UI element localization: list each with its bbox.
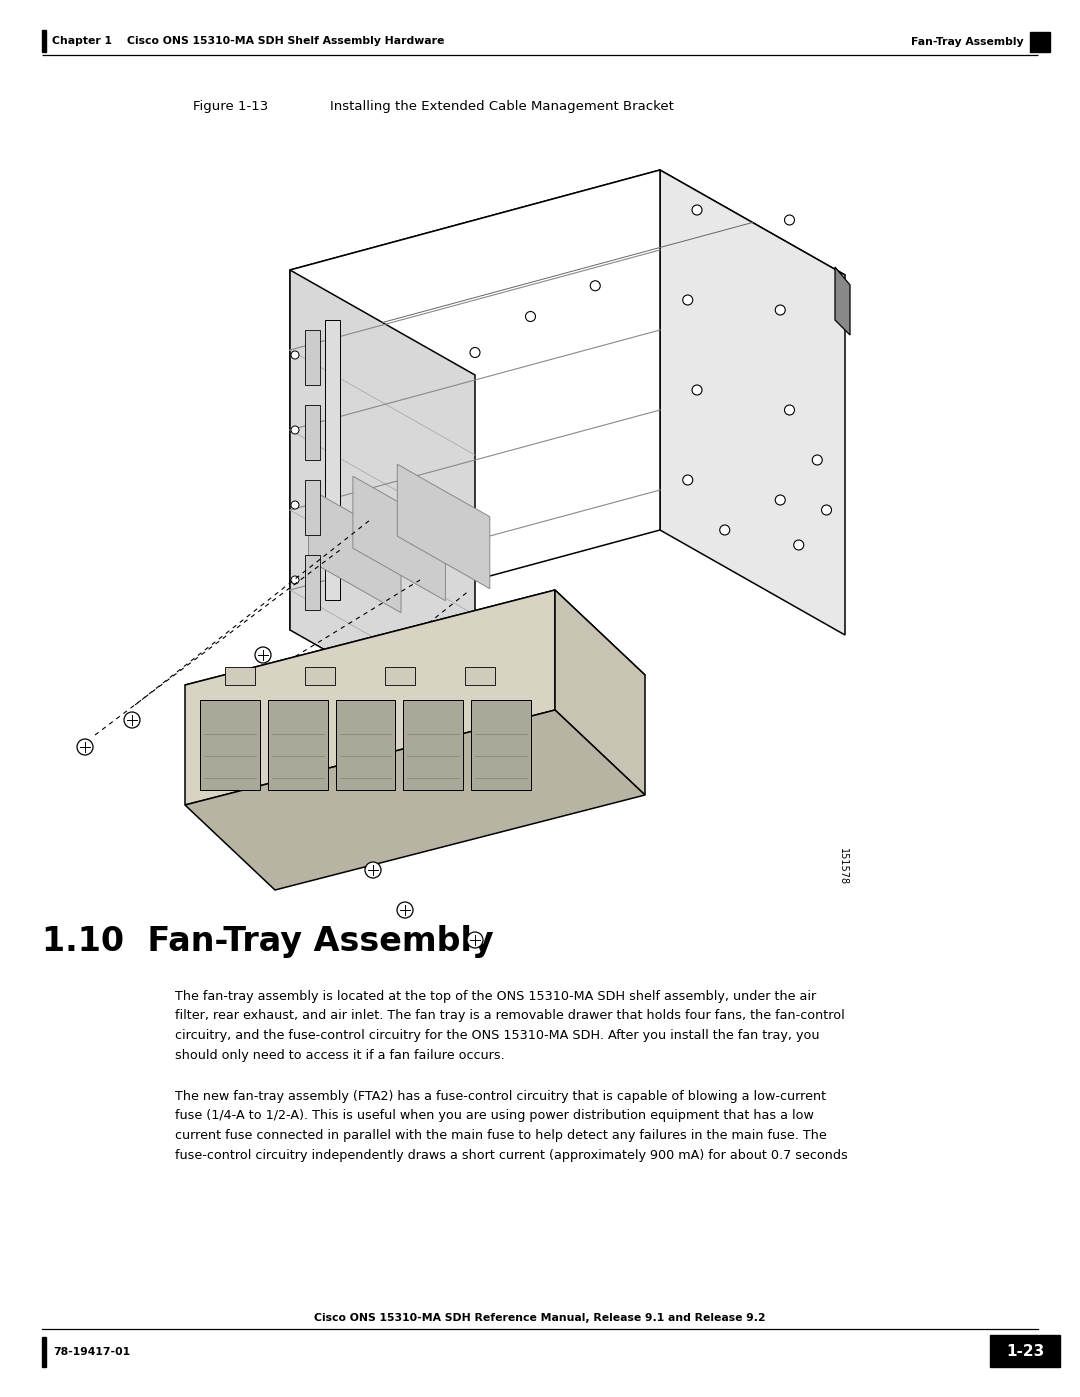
Circle shape	[784, 215, 795, 225]
Bar	[384, 666, 415, 685]
Circle shape	[291, 502, 299, 509]
Circle shape	[291, 426, 299, 434]
Text: 1.10  Fan-Tray Assembly: 1.10 Fan-Tray Assembly	[42, 925, 494, 958]
Polygon shape	[185, 710, 645, 890]
Polygon shape	[660, 170, 845, 636]
Text: The new fan-tray assembly (FTA2) has a fuse-control circuitry that is capable of: The new fan-tray assembly (FTA2) has a f…	[175, 1090, 826, 1104]
Circle shape	[470, 348, 480, 358]
Text: current fuse connected in parallel with the main fuse to help detect any failure: current fuse connected in parallel with …	[175, 1129, 827, 1141]
Text: 78-19417-01: 78-19417-01	[53, 1347, 130, 1356]
Circle shape	[683, 295, 692, 305]
Bar	[200, 700, 260, 789]
Bar	[42, 1337, 46, 1368]
Circle shape	[591, 281, 600, 291]
Bar	[465, 666, 495, 685]
Bar	[305, 666, 335, 685]
Text: The fan-tray assembly is located at the top of the ONS 15310-MA SDH shelf assemb: The fan-tray assembly is located at the …	[175, 990, 816, 1003]
Text: Chapter 1    Cisco ONS 15310-MA SDH Shelf Assembly Hardware: Chapter 1 Cisco ONS 15310-MA SDH Shelf A…	[52, 36, 444, 46]
Text: 151578: 151578	[838, 848, 848, 886]
Text: fuse-control circuitry independently draws a short current (approximately 900 mA: fuse-control circuitry independently dra…	[175, 1148, 848, 1161]
Bar	[305, 405, 320, 460]
Bar	[268, 700, 327, 789]
Text: Cisco ONS 15310-MA SDH Reference Manual, Release 9.1 and Release 9.2: Cisco ONS 15310-MA SDH Reference Manual,…	[314, 1313, 766, 1323]
Circle shape	[812, 455, 822, 465]
Bar	[305, 555, 320, 610]
Bar	[471, 700, 531, 789]
Polygon shape	[835, 267, 850, 335]
Circle shape	[683, 475, 692, 485]
Text: Installing the Extended Cable Management Bracket: Installing the Extended Cable Management…	[330, 101, 674, 113]
Text: circuitry, and the fuse-control circuitry for the ONS 15310-MA SDH. After you in: circuitry, and the fuse-control circuitr…	[175, 1030, 820, 1042]
Circle shape	[775, 495, 785, 504]
Circle shape	[255, 647, 271, 664]
Circle shape	[775, 305, 785, 314]
Polygon shape	[185, 590, 645, 770]
Circle shape	[77, 739, 93, 754]
Circle shape	[784, 405, 795, 415]
Bar	[305, 481, 320, 535]
Bar	[403, 700, 463, 789]
Circle shape	[467, 932, 483, 949]
Bar	[225, 666, 255, 685]
Polygon shape	[291, 170, 660, 630]
Polygon shape	[397, 464, 490, 588]
Polygon shape	[309, 488, 401, 613]
Text: fuse (1/4-A to 1/2-A). This is useful when you are using power distribution equi: fuse (1/4-A to 1/2-A). This is useful wh…	[175, 1109, 814, 1123]
Text: should only need to access it if a fan failure occurs.: should only need to access it if a fan f…	[175, 1049, 504, 1062]
Circle shape	[365, 862, 381, 877]
Polygon shape	[185, 590, 555, 805]
Circle shape	[692, 205, 702, 215]
Circle shape	[526, 312, 536, 321]
Bar	[336, 700, 395, 789]
Polygon shape	[291, 170, 845, 374]
Bar	[305, 330, 320, 386]
Circle shape	[794, 541, 804, 550]
Bar	[1030, 32, 1050, 52]
Bar	[42, 29, 46, 52]
Text: Fan-Tray Assembly: Fan-Tray Assembly	[912, 36, 1024, 47]
Polygon shape	[555, 590, 645, 795]
Circle shape	[124, 712, 140, 728]
Polygon shape	[353, 476, 445, 601]
Circle shape	[397, 902, 413, 918]
Text: filter, rear exhaust, and air inlet. The fan tray is a removable drawer that hol: filter, rear exhaust, and air inlet. The…	[175, 1010, 845, 1023]
Circle shape	[291, 351, 299, 359]
Circle shape	[692, 386, 702, 395]
Circle shape	[822, 504, 832, 515]
Circle shape	[291, 576, 299, 584]
Text: Figure 1-13: Figure 1-13	[193, 101, 268, 113]
Polygon shape	[325, 320, 340, 599]
Circle shape	[719, 525, 730, 535]
Text: 1-23: 1-23	[1005, 1344, 1044, 1358]
Bar	[990, 1336, 1059, 1368]
Polygon shape	[291, 270, 475, 735]
